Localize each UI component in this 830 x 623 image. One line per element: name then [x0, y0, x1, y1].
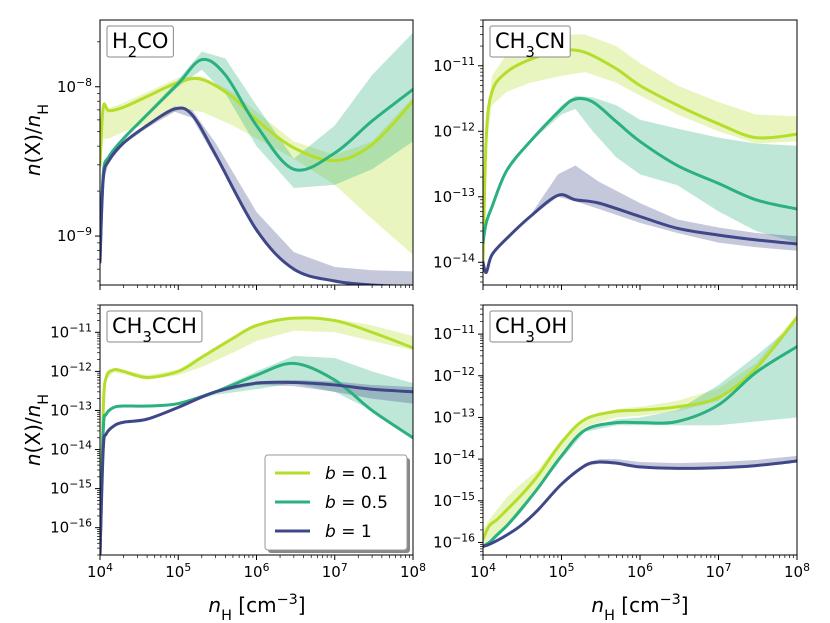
legend-label: b = 0.5: [325, 493, 388, 513]
y-tick-label: 10−11: [50, 321, 92, 342]
x-tick-label: 104: [470, 561, 496, 582]
x-tick-label: 106: [244, 561, 270, 582]
x-tick-label: 107: [322, 561, 348, 582]
panel-ch3cch: 10−16 10−15 10−14 10−13 10−12 10−11 104 105 106 1…: [50, 304, 426, 582]
band-b-0-5: [100, 32, 413, 263]
panel-ch3cn: 10−14 10−13 10−12 10−11 CH3CN: [433, 19, 798, 290]
legend-box: [264, 454, 408, 551]
line-b-0-1: [100, 76, 413, 167]
panel-title-box: [106, 310, 203, 343]
y-tick-label: 10−15: [50, 477, 92, 498]
x-tick-label: 104: [87, 561, 113, 582]
x-tick-label: 107: [706, 561, 732, 582]
x-tick-label: 108: [400, 561, 426, 582]
legend-label: b = 0.1: [325, 464, 388, 484]
x-axis-title-right: nH [cm−3]: [591, 592, 688, 623]
band-b-0-5: [100, 355, 413, 555]
line-b-1: [483, 459, 797, 548]
line-b-1: [483, 193, 797, 274]
panel-title: H2CO: [112, 29, 168, 61]
legend: b = 0.1 b = 0.5 b = 1: [264, 454, 410, 553]
panel-title-box: [489, 310, 573, 343]
y-tick-label: 10−12: [433, 120, 475, 141]
y-tick-label: 10−13: [433, 406, 475, 427]
y-tick-label: 10−11: [433, 54, 475, 75]
panel-h2co: 10−9 10−8 H2CO: [57, 19, 414, 290]
legend-label: b = 1: [325, 522, 372, 542]
line-b-0-1: [100, 316, 413, 555]
x-tick-label: 105: [549, 561, 575, 582]
panel-ch3oh: 10−16 10−15 10−14 10−13 10−12 10−11 104 105 106 1…: [433, 304, 810, 582]
band-b-0-1: [100, 76, 413, 255]
line-b-0-5: [483, 97, 797, 245]
y-tick-label: 10−15: [433, 489, 475, 510]
band-b-0-1: [483, 314, 797, 547]
x-tick-label: 108: [784, 561, 810, 582]
x-tick-label: 106: [627, 561, 653, 582]
y-tick-label: 10−9: [57, 225, 92, 246]
line-b-0-5: [100, 57, 413, 261]
band-b-1: [100, 380, 413, 555]
y-tick-label: 10−14: [433, 448, 475, 469]
y-tick-label: 10−16: [50, 516, 92, 537]
band-b-0-1: [483, 34, 797, 266]
y-tick-label: 10−14: [50, 438, 92, 459]
y-tick-label: 10−16: [433, 531, 475, 552]
panel-title-box: [489, 25, 571, 58]
band-b-1: [483, 165, 797, 274]
panel-title: CH3OH: [495, 314, 567, 346]
band-b-0-5: [483, 95, 797, 245]
panel-title: CH3CN: [495, 29, 565, 61]
y-axis-title-bottom: n(X)/nH: [21, 394, 52, 466]
line-b-0-1: [483, 48, 797, 264]
panel-title: CH3CCH: [112, 314, 197, 346]
band-b-0-1: [100, 317, 413, 555]
band-b-0-5: [483, 321, 797, 549]
x-tick-label: 105: [165, 561, 191, 582]
x-axis-title-left: nH [cm−3]: [208, 592, 305, 623]
y-tick-label: 10−13: [50, 399, 92, 420]
y-tick-label: 10−14: [433, 251, 475, 272]
line-b-1: [100, 380, 413, 555]
y-tick-label: 10−12: [50, 360, 92, 381]
line-b-0-1: [483, 316, 797, 541]
y-tick-label: 10−12: [433, 364, 475, 385]
y-tick-label: 10−8: [57, 75, 92, 96]
y-tick-label: 10−13: [433, 185, 475, 206]
band-b-1: [483, 455, 797, 548]
panel-title-box: [106, 25, 174, 58]
line-b-0-5: [483, 345, 797, 548]
line-b-0-5: [100, 361, 413, 555]
line-b-1: [100, 106, 413, 285]
y-tick-label: 10−11: [433, 323, 475, 344]
y-axis-title-top: n(X)/nH: [21, 104, 52, 176]
